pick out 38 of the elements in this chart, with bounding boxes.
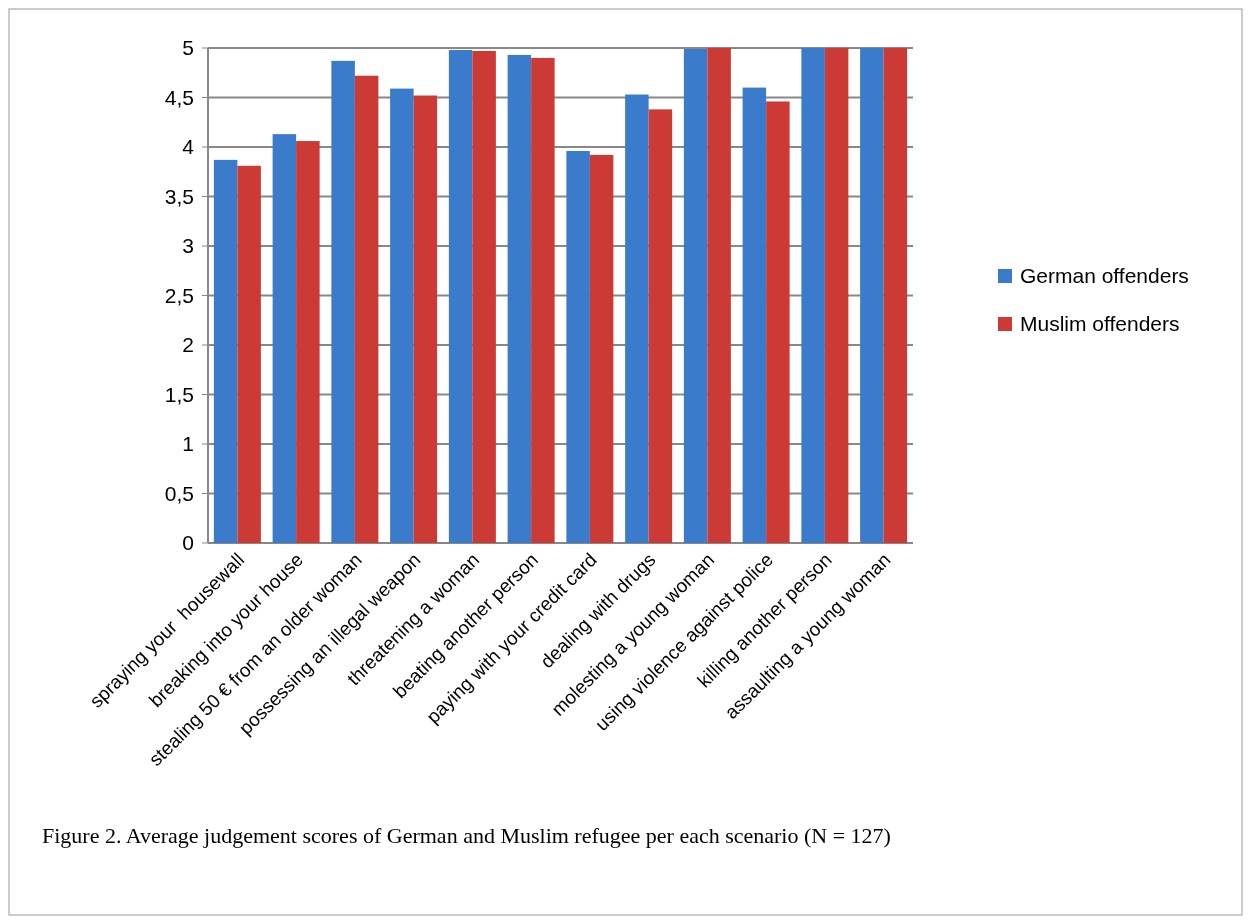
bar — [472, 50, 496, 543]
bar — [390, 88, 414, 543]
bar — [566, 150, 590, 543]
y-tick-label: 3 — [182, 234, 194, 258]
bar — [625, 94, 649, 543]
bar — [507, 54, 532, 543]
bar — [531, 57, 555, 543]
bar — [413, 95, 438, 543]
legend-label: Muslim offenders — [1020, 312, 1180, 336]
y-tick-label: 0 — [182, 531, 194, 555]
legend-label: German offenders — [1020, 264, 1189, 288]
bar — [354, 75, 379, 543]
y-tick-label: 5 — [182, 36, 194, 60]
bar — [589, 154, 614, 543]
bar — [272, 134, 297, 543]
bar — [683, 48, 708, 543]
bar — [766, 101, 790, 543]
bar — [296, 141, 320, 543]
bar — [860, 48, 884, 543]
y-tick-label: 1 — [182, 432, 194, 456]
bar — [824, 48, 849, 543]
bar — [213, 159, 238, 543]
y-tick-label: 1,5 — [164, 382, 194, 406]
y-tick-label: 3,5 — [164, 184, 194, 208]
bar — [237, 165, 261, 543]
caption: Figure 2. Average judgement scores of German and Muslim refugee per each scenario (N = 127) — [42, 823, 891, 848]
y-tick-label: 2,5 — [164, 283, 194, 307]
y-tick-label: 4,5 — [164, 85, 194, 109]
y-tick-label: 0,5 — [164, 481, 194, 505]
bar — [801, 48, 825, 543]
bar — [742, 87, 767, 543]
bar — [648, 109, 673, 543]
bar — [707, 48, 731, 543]
y-tick-label: 4 — [182, 135, 195, 159]
bar — [883, 48, 908, 543]
bar — [448, 49, 473, 543]
y-tick-label: 2 — [182, 333, 194, 357]
bar — [331, 60, 355, 543]
